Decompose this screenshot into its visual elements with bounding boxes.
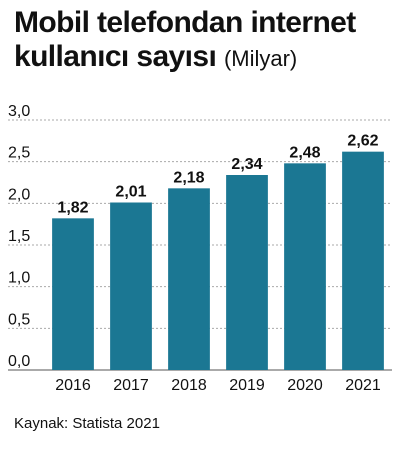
x-tick-label: 2020 [287,377,323,394]
bar-2017 [110,202,152,370]
bar-2020 [284,163,326,370]
y-tick-label: 0,5 [8,311,30,328]
y-tick-label: 0,0 [8,353,30,370]
value-labels: 1,82 2,01 2,18 2,34 2,48 2,62 [57,133,378,217]
bar-chart: 0,0 0,5 1,0 1,5 2,0 2,5 3,0 1,82 2,01 2,18 2,34 2,… [8,103,392,394]
bar-2016 [52,218,94,370]
x-axis-ticks: 2016 2017 2018 2019 2020 2021 [55,377,381,394]
bar-2019 [226,175,268,370]
chart-title: Mobil telefondan internet kullanıcı sayı… [14,6,399,76]
value-label: 2,18 [173,169,204,186]
y-tick-label: 3,0 [8,103,30,120]
bars [52,151,384,370]
x-tick-label: 2016 [55,377,91,394]
y-tick-label: 1,5 [8,228,30,245]
y-tick-label: 1,0 [8,270,30,287]
source-note: Kaynak: Statista 2021 [14,415,160,432]
value-label: 2,01 [115,184,146,201]
x-tick-label: 2019 [229,377,265,394]
y-tick-label: 2,5 [8,145,30,162]
value-label: 1,82 [57,199,88,216]
title-line-2: kullanıcı sayısı (Milyar) [14,40,399,76]
value-label: 2,34 [231,156,262,173]
x-tick-label: 2017 [113,377,149,394]
y-tick-label: 2,0 [8,186,30,203]
y-axis-ticks: 0,0 0,5 1,0 1,5 2,0 2,5 3,0 [8,103,30,370]
bar-2021 [342,151,384,370]
x-tick-label: 2018 [171,377,207,394]
title-line-2-text: kullanıcı sayısı [14,40,217,73]
bar-2018 [168,188,210,370]
x-tick-label: 2021 [345,377,381,394]
value-label: 2,62 [347,133,378,150]
title-line-1: Mobil telefondan internet [14,6,356,39]
value-label: 2,48 [289,144,320,161]
unit-label: (Milyar) [223,46,298,71]
